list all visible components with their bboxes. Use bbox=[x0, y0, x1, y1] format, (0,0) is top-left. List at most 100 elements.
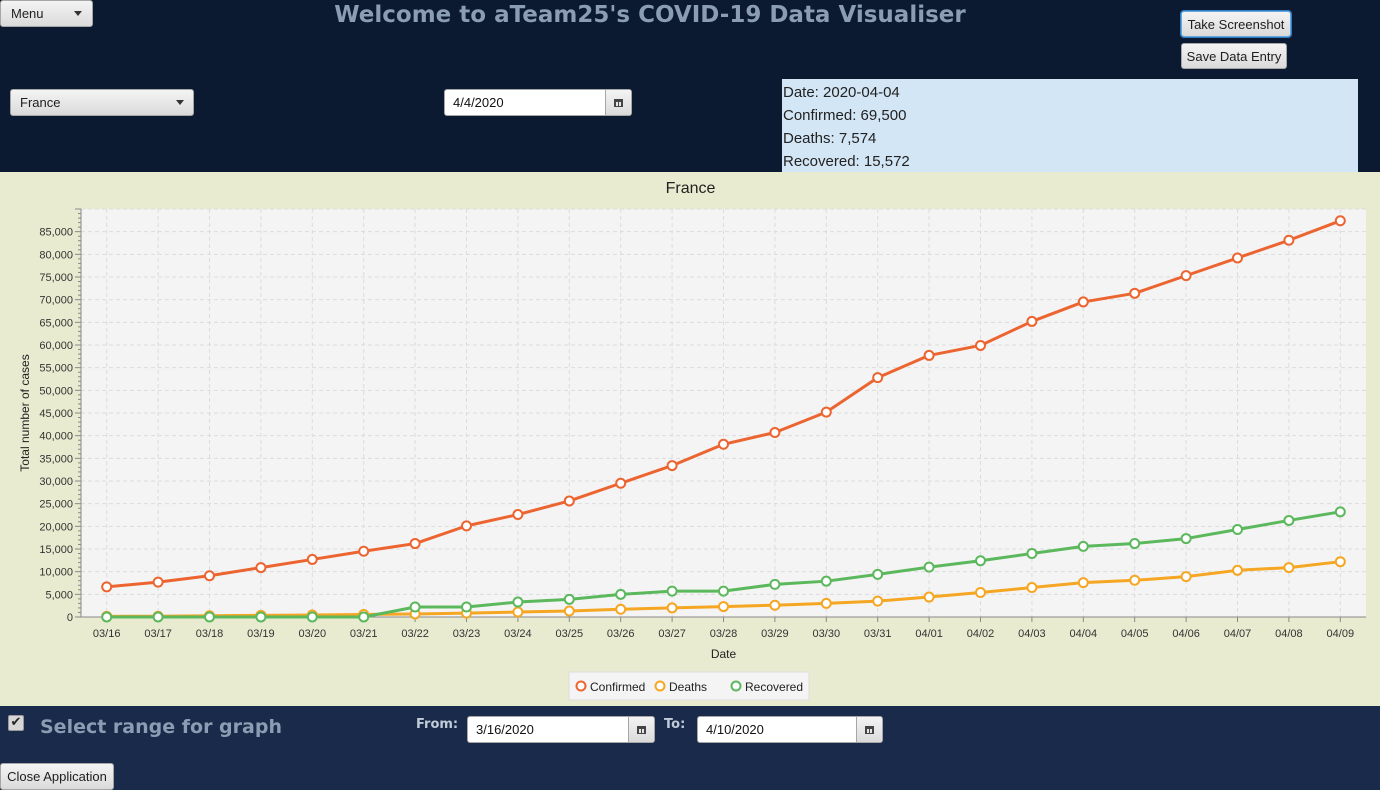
y-tick-label: 5,000 bbox=[45, 589, 73, 601]
save-data-entry-button[interactable]: Save Data Entry bbox=[1181, 43, 1287, 69]
data-point-recovered bbox=[1077, 540, 1089, 552]
data-point-recovered bbox=[563, 593, 575, 605]
data-point-confirmed bbox=[1180, 270, 1192, 282]
data-point-recovered bbox=[152, 611, 164, 623]
date-picker[interactable]: 4/4/2020 bbox=[444, 89, 632, 116]
daily-stats-panel: Date: 2020-04-04 Confirmed: 69,500 Death… bbox=[782, 79, 1358, 172]
x-tick-label: 03/31 bbox=[864, 628, 892, 640]
data-point-deaths bbox=[1026, 582, 1038, 594]
legend-marker-confirmed bbox=[575, 680, 587, 692]
range-checkbox[interactable]: ✔ bbox=[8, 715, 24, 731]
x-tick-label: 03/16 bbox=[93, 628, 121, 640]
data-point-recovered bbox=[255, 611, 267, 623]
footer-panel bbox=[0, 706, 1380, 790]
legend-box bbox=[568, 671, 810, 701]
data-point-recovered bbox=[769, 578, 781, 590]
data-point-recovered bbox=[306, 611, 318, 623]
data-point-deaths bbox=[666, 602, 678, 614]
legend-marker-recovered bbox=[730, 680, 742, 692]
data-point-recovered bbox=[872, 568, 884, 580]
y-tick-label: 85,000 bbox=[39, 227, 73, 239]
data-point-confirmed bbox=[666, 460, 678, 472]
y-tick-label: 55,000 bbox=[39, 363, 73, 375]
stats-recovered: Recovered: 15,572 bbox=[783, 153, 910, 170]
data-point-confirmed bbox=[923, 349, 935, 361]
y-tick-label: 25,000 bbox=[39, 499, 73, 511]
x-tick-label: 04/05 bbox=[1121, 628, 1149, 640]
x-tick-label: 03/29 bbox=[761, 628, 789, 640]
chevron-down-icon bbox=[176, 100, 184, 105]
data-point-deaths bbox=[872, 595, 884, 607]
y-tick-label: 65,000 bbox=[39, 317, 73, 329]
legend-label-recovered: Recovered bbox=[745, 680, 803, 694]
stats-date: Date: 2020-04-04 bbox=[783, 84, 900, 101]
y-tick-label: 45,000 bbox=[39, 408, 73, 420]
menu-button-label: Menu bbox=[11, 6, 44, 21]
stats-deaths: Deaths: 7,574 bbox=[783, 130, 877, 147]
data-point-recovered bbox=[1129, 538, 1141, 550]
data-point-recovered bbox=[718, 585, 729, 597]
y-tick-label: 0 bbox=[67, 612, 73, 624]
to-date-picker[interactable]: 4/10/2020 bbox=[697, 716, 883, 743]
close-application-button[interactable]: Close Application bbox=[0, 763, 114, 790]
data-point-recovered bbox=[1026, 548, 1038, 560]
data-point-confirmed bbox=[152, 576, 164, 588]
country-select[interactable]: France bbox=[10, 89, 194, 116]
data-point-deaths bbox=[1129, 574, 1141, 586]
app-title: Welcome to aTeam25's COVID-19 Data Visua… bbox=[334, 2, 966, 28]
data-point-confirmed bbox=[1129, 287, 1141, 299]
line-chart: 0 5,000 10,000 15,000 20,000 25,000 30,000 35,0… bbox=[18, 180, 1366, 701]
data-point-recovered bbox=[1232, 524, 1243, 536]
y-tick-label: 50,000 bbox=[39, 385, 73, 397]
range-label: Select range for graph bbox=[40, 716, 282, 738]
stats-confirmed: Confirmed: 69,500 bbox=[783, 107, 907, 124]
data-point-confirmed bbox=[255, 562, 267, 574]
x-tick-label: 03/20 bbox=[299, 628, 327, 640]
data-point-recovered bbox=[409, 601, 421, 613]
data-point-confirmed bbox=[769, 426, 781, 438]
from-date-button[interactable] bbox=[628, 717, 654, 742]
data-point-confirmed bbox=[204, 570, 215, 582]
to-date-button[interactable] bbox=[856, 717, 882, 742]
data-point-deaths bbox=[718, 601, 729, 613]
data-point-confirmed bbox=[718, 438, 729, 450]
y-tick-label: 20,000 bbox=[39, 521, 73, 533]
data-point-deaths bbox=[923, 591, 935, 603]
data-point-deaths bbox=[512, 606, 524, 618]
data-point-recovered bbox=[512, 596, 524, 608]
data-point-confirmed bbox=[872, 372, 884, 384]
chart-area: 0 5,000 10,000 15,000 20,000 25,000 30,000 35,0… bbox=[0, 172, 1380, 706]
x-tick-label: 03/25 bbox=[556, 628, 584, 640]
data-point-confirmed bbox=[461, 520, 472, 532]
legend-label-deaths: Deaths bbox=[669, 680, 707, 694]
menu-button[interactable]: Menu bbox=[0, 0, 93, 27]
x-tick-label: 03/28 bbox=[710, 628, 738, 640]
data-point-deaths bbox=[769, 599, 781, 611]
data-point-confirmed bbox=[1283, 234, 1295, 246]
country-select-value: France bbox=[20, 95, 61, 110]
date-picker-button[interactable] bbox=[605, 90, 631, 115]
from-label: From: bbox=[416, 717, 459, 732]
data-point-deaths bbox=[1283, 562, 1295, 574]
x-tick-label: 03/30 bbox=[813, 628, 841, 640]
data-point-recovered bbox=[204, 611, 215, 623]
data-point-recovered bbox=[615, 588, 627, 600]
x-tick-label: 04/02 bbox=[967, 628, 995, 640]
data-point-confirmed bbox=[1026, 315, 1038, 327]
from-date-picker[interactable]: 3/16/2020 bbox=[467, 716, 655, 743]
from-date-input[interactable]: 3/16/2020 bbox=[476, 722, 534, 737]
x-tick-label: 04/03 bbox=[1018, 628, 1046, 640]
x-tick-label: 03/23 bbox=[453, 628, 481, 640]
y-tick-label: 75,000 bbox=[39, 272, 73, 284]
to-date-input[interactable]: 4/10/2020 bbox=[706, 722, 764, 737]
data-point-deaths bbox=[975, 587, 986, 599]
data-point-confirmed bbox=[820, 406, 832, 418]
x-tick-label: 03/27 bbox=[658, 628, 686, 640]
date-picker-input[interactable]: 4/4/2020 bbox=[453, 95, 504, 110]
x-tick-label: 03/26 bbox=[607, 628, 635, 640]
take-screenshot-button[interactable]: Take Screenshot bbox=[1181, 11, 1291, 37]
data-point-recovered bbox=[1180, 533, 1192, 545]
data-point-recovered bbox=[101, 611, 113, 623]
data-point-deaths bbox=[1077, 577, 1089, 589]
chart-title: France bbox=[666, 180, 716, 197]
